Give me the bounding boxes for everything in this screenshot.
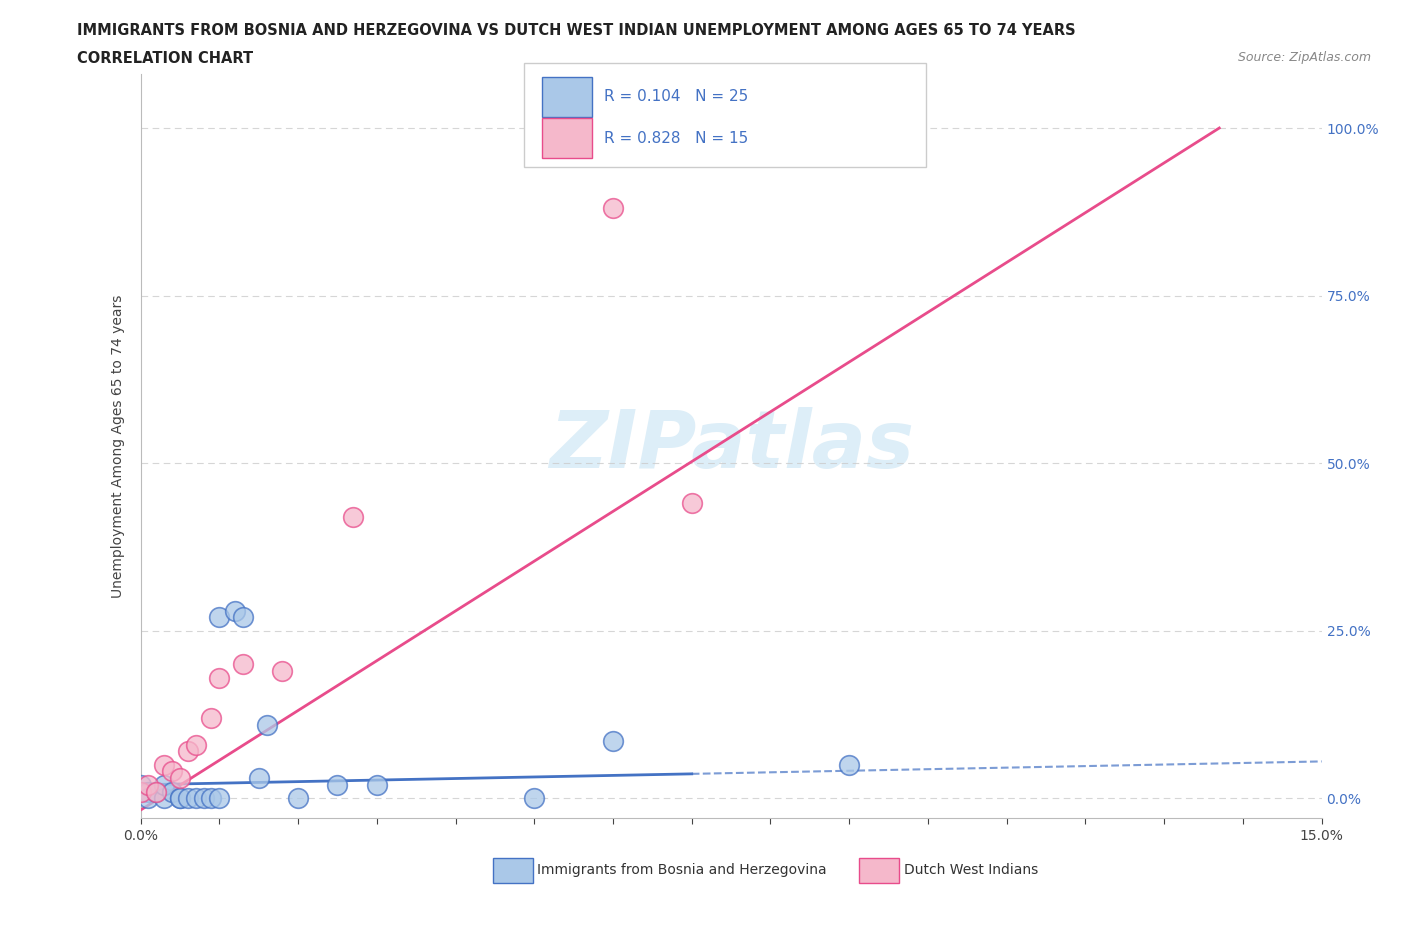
Point [160, 784, 183, 799]
Point [138, 790, 160, 805]
Point [177, 790, 200, 805]
Point [169, 790, 191, 805]
Point [145, 784, 167, 799]
Point [129, 784, 152, 799]
FancyBboxPatch shape [543, 117, 592, 158]
Y-axis label: Unemployment Among Ages 65 to 74 years: Unemployment Among Ages 65 to 74 years [111, 295, 125, 598]
FancyBboxPatch shape [859, 857, 898, 884]
Point [602, 734, 624, 749]
Point [200, 711, 222, 725]
Point [208, 790, 231, 805]
Text: IMMIGRANTS FROM BOSNIA AND HERZEGOVINA VS DUTCH WEST INDIAN UNEMPLOYMENT AMONG A: IMMIGRANTS FROM BOSNIA AND HERZEGOVINA V… [77, 23, 1076, 38]
FancyBboxPatch shape [543, 76, 592, 117]
Point [160, 764, 183, 779]
Point [271, 663, 294, 678]
Point [247, 771, 270, 786]
Text: Immigrants from Bosnia and Herzegovina: Immigrants from Bosnia and Herzegovina [537, 863, 827, 878]
Point [169, 771, 191, 786]
Point [641, 121, 664, 136]
FancyBboxPatch shape [492, 857, 533, 884]
Point [193, 790, 215, 805]
Point [342, 510, 364, 525]
Point [177, 744, 200, 759]
Text: Dutch West Indians: Dutch West Indians [904, 863, 1038, 878]
Point [287, 790, 309, 805]
Text: R = 0.828   N = 15: R = 0.828 N = 15 [603, 131, 748, 146]
Text: R = 0.104   N = 25: R = 0.104 N = 25 [603, 89, 748, 104]
Point [232, 610, 254, 625]
Point [153, 757, 176, 772]
Point [153, 777, 176, 792]
Point [184, 737, 207, 752]
Point [200, 790, 222, 805]
Point [208, 610, 231, 625]
Point [153, 790, 176, 805]
Point [523, 790, 546, 805]
Point [366, 777, 388, 792]
FancyBboxPatch shape [524, 63, 927, 167]
Text: ZIPatlas: ZIPatlas [548, 407, 914, 485]
Point [681, 496, 703, 511]
Point [145, 784, 167, 799]
Point [208, 671, 231, 685]
Point [224, 604, 246, 618]
Point [838, 757, 860, 772]
Point [602, 201, 624, 216]
Point [256, 717, 278, 732]
Text: CORRELATION CHART: CORRELATION CHART [77, 51, 253, 66]
Point [138, 784, 160, 799]
Point [129, 777, 152, 792]
Point [184, 790, 207, 805]
Point [232, 657, 254, 671]
Point [169, 790, 191, 805]
Point [326, 777, 349, 792]
Point [138, 777, 160, 792]
Text: Source: ZipAtlas.com: Source: ZipAtlas.com [1237, 51, 1371, 64]
